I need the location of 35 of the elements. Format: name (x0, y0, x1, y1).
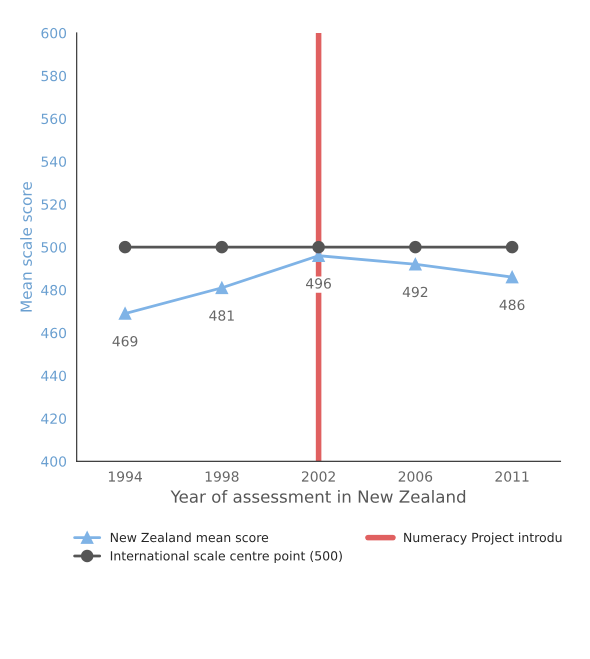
x-tick-label: 1994 (108, 471, 142, 482)
data-label: 496 (306, 278, 331, 289)
point (118, 307, 132, 320)
x-axis-title: Year of assessment in New Zealand (170, 490, 466, 503)
point (312, 240, 325, 254)
legend-label: International scale centre point (500) (110, 550, 342, 563)
x-tick-label: 2011 (495, 471, 529, 482)
data-label: 492 (402, 286, 428, 298)
y-tick-label: 580 (42, 70, 66, 82)
point (409, 258, 422, 271)
y-tick-label: 440 (41, 370, 66, 382)
legend-label: New Zealand mean score (110, 532, 268, 542)
y-tick-label: 520 (42, 199, 66, 210)
x-tick-label: 2002 (302, 471, 335, 482)
data-label: 469 (112, 336, 138, 346)
y-axis-title: Mean scale score (20, 182, 32, 312)
point (409, 240, 422, 254)
x-tick-label: 2006 (398, 471, 432, 482)
y-tick-label: 480 (41, 284, 66, 296)
point (216, 282, 228, 294)
y-tick-label: 420 (41, 413, 66, 424)
y-tick-label: 460 (41, 328, 66, 338)
point (216, 240, 228, 254)
y-tick-label: 540 (42, 156, 66, 167)
legend-label: Numeracy Project introdu (404, 532, 562, 545)
y-tick-label: 560 (42, 114, 66, 124)
data-label: 486 (500, 300, 524, 310)
point (506, 270, 518, 284)
y-tick-label: 500 (42, 242, 66, 253)
y-tick-label: 600 (41, 28, 66, 38)
point (506, 240, 518, 254)
data-label: 481 (209, 310, 234, 321)
point (118, 240, 132, 254)
y-tick-label: 400 (41, 456, 66, 467)
x-tick-label: 1998 (206, 471, 239, 482)
